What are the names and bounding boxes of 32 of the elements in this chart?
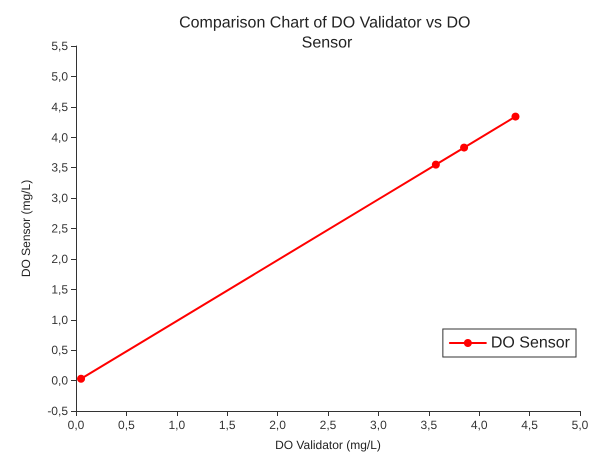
x-tick-label: 2,5 bbox=[320, 418, 337, 432]
x-tick-label: 1,0 bbox=[168, 418, 186, 432]
point bbox=[511, 112, 520, 121]
point bbox=[77, 374, 86, 383]
y-tick-label: 3,0 bbox=[51, 191, 68, 206]
y-tick-label: 4,0 bbox=[51, 130, 68, 144]
y-tick-label: 2,0 bbox=[51, 252, 68, 266]
y-tick-label: 5,5 bbox=[51, 39, 68, 53]
y-tick-label: 1,0 bbox=[51, 312, 68, 327]
y-tick-label: 3,5 bbox=[51, 160, 68, 175]
y-tick-label: 2,5 bbox=[51, 222, 68, 236]
y-tick-label: -0,5 bbox=[47, 404, 68, 418]
x-tick-label: 0,5 bbox=[118, 418, 136, 432]
legend-label: DO Sensor bbox=[490, 334, 571, 352]
y-tick-label: 0,5 bbox=[51, 343, 68, 358]
x-tick-label: 0,0 bbox=[68, 418, 85, 432]
x-tick-label: 4,5 bbox=[521, 418, 538, 432]
x-tick-label: 3,5 bbox=[420, 418, 438, 432]
chart-title: Comparison Chart of DO Validator vs DO Sensor bbox=[179, 14, 475, 52]
y-tick-label: 0,0 bbox=[51, 374, 68, 388]
point bbox=[460, 144, 468, 152]
y-axis-title: DO Sensor (mg/L) bbox=[19, 180, 33, 278]
x-tick-label: 1,5 bbox=[218, 418, 236, 432]
point bbox=[432, 160, 440, 169]
y-tick-label: 4,5 bbox=[51, 100, 68, 114]
y-tick-label: 5,0 bbox=[51, 69, 68, 84]
x-tick-label: 2,0 bbox=[269, 418, 286, 432]
x-tick-label: 5,0 bbox=[572, 418, 589, 432]
x-axis-title: DO Validator (mg/L) bbox=[275, 438, 381, 452]
x-tick-label: 4,0 bbox=[470, 418, 488, 432]
y-tick-label: 1,5 bbox=[51, 282, 68, 296]
x-tick-label: 3,0 bbox=[370, 418, 388, 432]
